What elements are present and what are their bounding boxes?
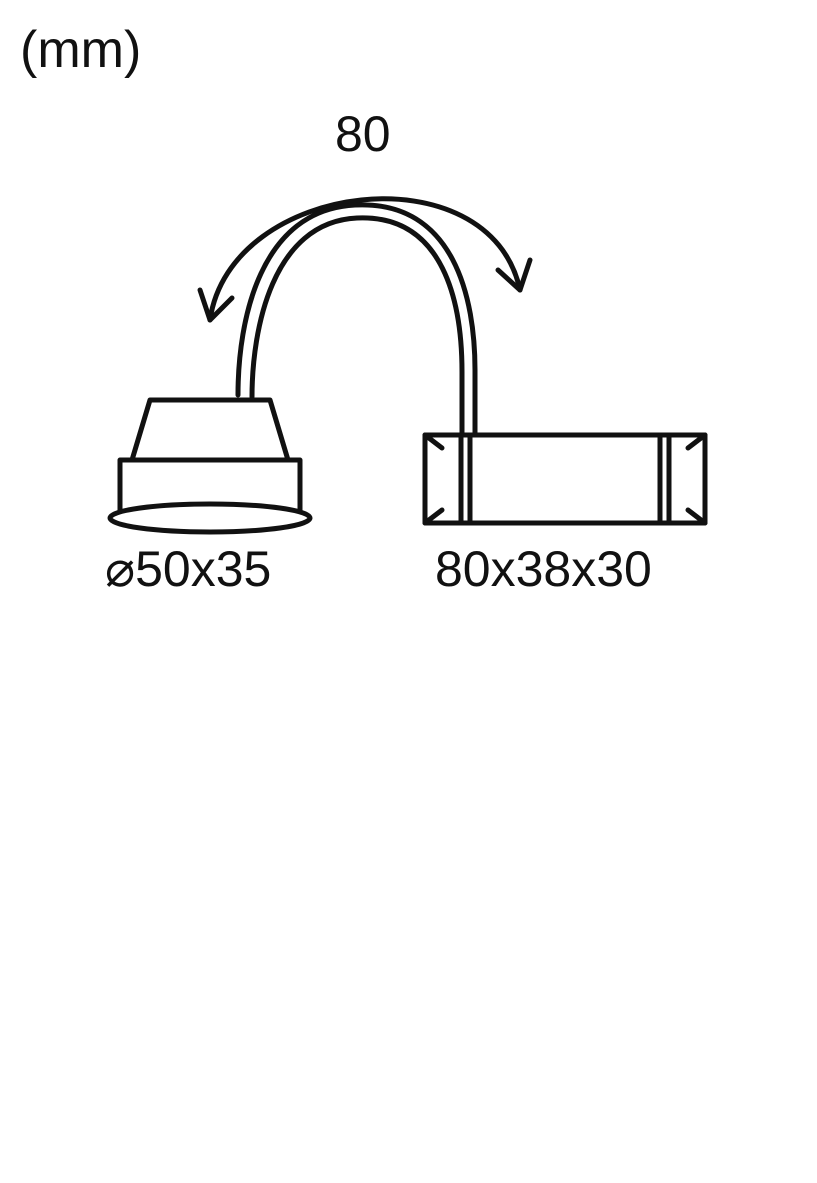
cable-inner [252,218,462,460]
diagram-svg [0,0,817,1183]
lamp-lens [110,504,310,532]
driver-box [425,435,705,523]
diagram-stage: (mm) 80 ⌀50x35 80x38x30 [0,0,817,1183]
lamp-top [132,400,288,460]
